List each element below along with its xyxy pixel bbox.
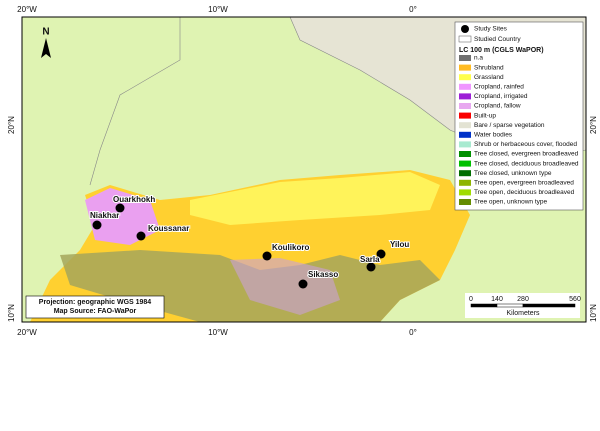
site-label: Sikasso <box>308 270 338 279</box>
site-label: Sarla <box>360 255 380 264</box>
grassland-band <box>190 172 440 225</box>
site-dot <box>366 262 376 272</box>
legend-label: Tree open, deciduous broadleaved <box>474 189 575 196</box>
scale-segment <box>470 303 498 308</box>
legend-label: Cropland, fallow <box>474 103 521 110</box>
map-frame <box>21 16 587 323</box>
legend-swatch <box>459 170 471 177</box>
legend-label: Bare / sparse vegetation <box>474 122 545 129</box>
legend-swatch <box>459 122 471 129</box>
scale-tick-label: 0 <box>469 296 473 303</box>
legend-label: Tree open, unknown type <box>474 199 547 206</box>
legend-label: Water bodies <box>474 132 513 139</box>
legend-swatch <box>459 151 471 157</box>
lon-label-top: 10°W <box>208 5 228 14</box>
study-sites: Ouarkhokh Niakhar Koussanar Koulikoro Yilou S… <box>89 194 410 289</box>
legend-label: Grassland <box>474 74 504 81</box>
lon-label-bottom: 0° <box>409 328 417 337</box>
scale-bar: 0 140 280 560 Kilometers <box>465 293 581 318</box>
legend-label: Cropland, rainfed <box>474 84 524 91</box>
legend-label: Cropland, irrigated <box>474 93 528 100</box>
legend-swatch <box>459 199 471 205</box>
site-label: Ouarkhokh <box>113 195 155 204</box>
legend-label: Tree closed, unknown type <box>474 170 552 177</box>
site-dot <box>115 203 125 213</box>
legend-box <box>454 21 584 211</box>
legend-site-symbol <box>461 25 469 33</box>
legend-swatch <box>458 35 472 43</box>
legend-swatch <box>459 64 471 71</box>
site-label: Niakhar <box>90 211 119 220</box>
border <box>89 17 181 186</box>
site-dot <box>298 279 308 289</box>
projection-text: Projection: geographic WGS 1984 <box>39 299 152 306</box>
north-arrow-shape <box>41 38 51 58</box>
lon-label-bottom: 20°W <box>17 328 37 337</box>
legend-label: Tree closed, deciduous broadleaved <box>474 160 579 167</box>
legend-label: Tree open, evergreen broadleaved <box>474 180 574 187</box>
legend-swatch <box>459 189 471 196</box>
legend-label: n.a <box>474 55 483 62</box>
scale-tick-label: 560 <box>569 296 581 303</box>
north-arrow: N <box>41 27 51 58</box>
info-box: Projection: geographic WGS 1984 Map Sour… <box>25 295 165 319</box>
lon-label-bottom: 10°W <box>208 328 228 337</box>
site-label: Yilou <box>390 240 409 249</box>
legend-label: Built-up <box>474 112 496 119</box>
site-label: Koulikoro <box>272 243 309 252</box>
legend-label: Shrub or herbaceous cover, flooded <box>474 141 577 148</box>
legend-swatch <box>459 160 471 167</box>
lon-label-top: 0° <box>409 5 417 14</box>
legend-swatch <box>459 103 471 109</box>
scale-tick-label: 140 <box>491 296 503 303</box>
legend-swatch <box>459 74 471 81</box>
legend-label: Tree closed, evergreen broadleaved <box>474 151 579 158</box>
legend-label: Study Sites <box>474 26 508 33</box>
info-frame <box>25 295 165 319</box>
legend-swatch <box>459 131 471 138</box>
legend-label: Shrubland <box>474 64 504 71</box>
north-label: N <box>42 27 49 38</box>
lat-label-left: 20°N <box>7 116 16 134</box>
cropland-area <box>85 188 160 245</box>
lat-label-left: 10°N <box>7 304 16 322</box>
source-text: Map Source: FAO-WaPor <box>54 308 137 315</box>
legend-swatch <box>459 141 471 148</box>
lat-label-right: 20°N <box>589 116 598 134</box>
site-dot <box>376 249 386 259</box>
legend-swatch <box>459 83 471 90</box>
legend-swatch <box>459 112 471 119</box>
site-label: Koussanar <box>148 224 189 233</box>
legend-label: Studied Country <box>474 36 521 43</box>
legend-swatch <box>459 55 471 61</box>
site-dot <box>92 220 102 230</box>
site-dot <box>262 251 272 261</box>
scale-unit: Kilometers <box>506 310 540 317</box>
scale-segment <box>522 303 576 308</box>
scale-segment <box>496 303 524 308</box>
lat-label-right: 10°N <box>589 304 598 322</box>
cropland-south <box>230 258 340 315</box>
legend: Study Sites Studied Country LC 100 m (CGLS… <box>454 21 584 211</box>
legend-swatch <box>459 93 471 100</box>
lon-label-top: 20°W <box>17 5 37 14</box>
legend-swatch <box>459 179 471 186</box>
site-dot <box>136 231 146 241</box>
scale-tick-label: 280 <box>517 296 529 303</box>
legend-title: LC 100 m (CGLS WaPOR) <box>459 47 544 54</box>
